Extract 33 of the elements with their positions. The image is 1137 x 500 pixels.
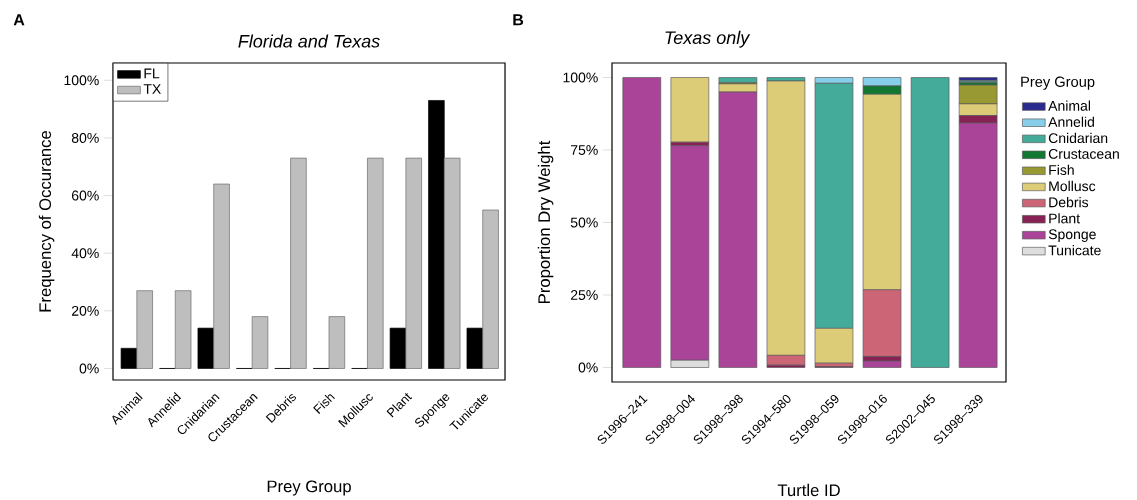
y-tick-label: 40%: [71, 248, 99, 259]
x-tick-label: Fish: [313, 394, 335, 414]
legend-label: Annelid: [1048, 116, 1094, 127]
legend-label: Crustacean: [1048, 148, 1119, 159]
text: A: [13, 14, 25, 26]
y-tick-label: 100%: [64, 75, 99, 86]
x-axis-title: Prey Group: [267, 480, 351, 496]
y-tick-label: 20%: [71, 305, 99, 316]
y-tick-label: 50%: [570, 217, 598, 228]
y-tick-label: 25%: [570, 290, 598, 300]
y-tick-label: 0%: [79, 363, 99, 374]
x-axis-title: Turtle ID: [777, 483, 840, 497]
chart-title: Texas only: [665, 30, 751, 48]
y-tick-label: 100%: [563, 72, 598, 83]
legend-label: Cnidarian: [1048, 132, 1108, 144]
legend-label: Animal: [1048, 100, 1091, 111]
legend-label: Fish: [1049, 164, 1074, 175]
legend-label: Mollusc: [1049, 180, 1096, 192]
chart-title: Florida and Texas: [238, 34, 380, 48]
text: B: [513, 14, 524, 26]
y-tick-label: 60%: [71, 190, 99, 201]
y-tick-label: 75%: [570, 145, 598, 155]
legend-title: Prey Group: [1021, 76, 1095, 90]
y-axis-title: Frequency of Occurance: [38, 131, 55, 312]
legend-label: TX: [143, 84, 161, 94]
y-axis-title: Proportion Dry Weight: [537, 140, 554, 303]
y-tick-label: 0%: [578, 362, 598, 373]
legend-label: Plant: [1049, 213, 1080, 224]
legend-label: Debris: [1049, 197, 1089, 208]
legend-label: Tunicate: [1048, 245, 1101, 256]
y-tick-label: 80%: [71, 132, 99, 143]
legend-label: FL: [144, 68, 160, 79]
legend-label: Sponge: [1048, 229, 1096, 242]
